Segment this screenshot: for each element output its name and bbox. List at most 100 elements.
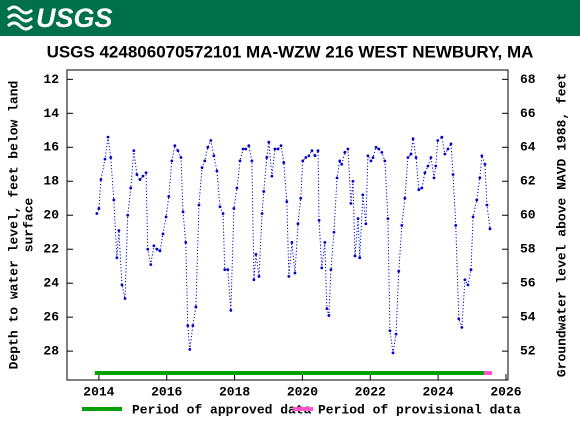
data-point [109,156,113,159]
data-point [299,196,303,200]
data-point [469,268,473,271]
data-point [434,164,438,168]
data-point [466,283,470,287]
data-point [414,156,418,159]
y2-tick-label: 64 [520,140,536,155]
data-point [400,224,404,227]
data-point [475,198,479,202]
data-point [146,247,150,251]
data-point [403,196,407,200]
data-point [310,149,314,153]
data-point [446,147,450,151]
data-point [406,156,410,159]
y-tick-label: 18 [43,174,59,189]
data-point [273,147,277,151]
data-point [212,154,216,158]
data-point [158,249,162,253]
data-point [320,266,324,270]
data-point [164,215,168,219]
y-tick-label: 28 [43,344,59,359]
data-point [138,178,142,181]
period-bar [483,371,493,375]
data-point [383,159,387,163]
data-point [287,274,291,278]
data-point [307,154,311,158]
y-tick-label: 20 [43,208,59,223]
data-point [112,198,116,202]
y2-tick-label: 66 [520,106,536,121]
data-point [420,186,424,190]
data-point [429,156,433,159]
data-point [181,210,185,214]
y-tick-label: 16 [43,140,59,155]
data-point [184,241,188,244]
data-point [235,186,239,190]
data-point [103,157,107,161]
data-point [252,278,256,282]
data-point [485,203,489,207]
y2-tick-label: 52 [520,344,536,359]
y2-tick-label: 54 [520,310,536,325]
data-point [120,283,124,287]
y-tick-label: 24 [43,276,59,291]
data-point [335,176,339,180]
legend-swatch [293,407,313,411]
data-point [332,230,336,234]
data-point [329,268,333,271]
data-point [206,145,210,149]
data-point [301,159,305,163]
data-point [200,166,204,170]
data-point [463,278,467,282]
data-point [296,222,300,226]
y2-tick-label: 62 [520,174,536,189]
data-point [161,232,165,236]
data-point [221,212,225,215]
period-bar [94,371,484,375]
data-point [454,224,458,227]
data-point [176,149,180,153]
data-point [356,217,360,221]
y-axis-label: Depth to water level, feet below land [6,81,21,370]
data-point [265,156,269,159]
data-point [460,325,464,329]
data-point [488,227,492,231]
data-point [358,256,362,260]
legend-swatch [82,407,122,411]
data-point [293,271,297,275]
data-point [443,152,447,156]
x-tick-label: 2014 [83,384,114,399]
data-point [117,229,121,232]
data-point [99,178,103,181]
data-point [115,256,119,260]
data-point [366,154,370,158]
data-point [126,213,130,217]
data-point [173,144,177,147]
data-point [106,135,110,139]
y2-tick-label: 58 [520,242,536,257]
data-point [338,159,342,163]
data-point [394,332,398,336]
data-point [149,263,153,266]
data-point [144,171,148,175]
x-tick-label: 2026 [490,384,521,399]
data-point [480,154,484,158]
data-point [327,314,331,317]
data-point [218,205,222,209]
data-point [304,156,308,159]
data-point [129,186,133,190]
data-point [391,351,395,355]
data-point [95,212,99,215]
y2-axis-label: Groundwater level above NAVD 1988, feet [554,73,569,377]
data-point [247,144,251,147]
data-point [262,190,266,193]
y-tick-label: 12 [43,72,59,87]
data-point [197,203,201,207]
data-point [203,159,207,163]
data-point [123,297,127,300]
data-point [316,149,320,153]
data-point [254,252,258,256]
x-tick-label: 2024 [423,384,454,399]
chart-title: USGS 424806070572101 MA-WZW 216 WEST NEW… [47,42,534,61]
data-point [226,268,230,271]
data-point [179,156,183,159]
